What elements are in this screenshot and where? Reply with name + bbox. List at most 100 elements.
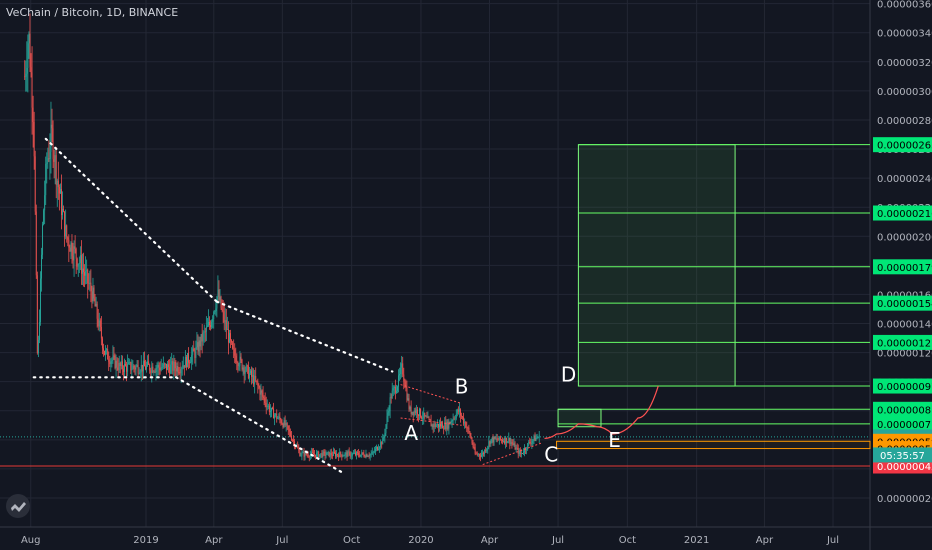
candle-body	[208, 321, 209, 326]
candle-body	[89, 282, 91, 284]
candle-body	[136, 365, 138, 367]
candle-body	[297, 446, 299, 449]
candles	[24, 13, 540, 462]
candle-body	[301, 452, 303, 456]
candle-body	[178, 372, 180, 374]
candle-body	[386, 416, 388, 425]
candle-body	[74, 246, 76, 249]
candle-body	[368, 456, 370, 457]
candle-body	[528, 441, 530, 444]
price-tag-bg	[873, 401, 932, 417]
candle-body	[474, 447, 476, 454]
candle-body	[284, 420, 286, 426]
candle-body	[339, 452, 341, 458]
candle-body	[29, 33, 31, 68]
x-tick-label: Oct	[343, 535, 360, 546]
candle-body	[129, 362, 131, 363]
candle-body	[423, 412, 425, 419]
candle-body	[92, 287, 94, 302]
candle-body	[58, 187, 60, 194]
candle-body	[24, 76, 26, 78]
x-tick-label: Oct	[619, 535, 636, 546]
candle-body	[37, 339, 39, 353]
candle-body	[292, 439, 293, 441]
candle-body	[477, 454, 479, 456]
candle-body	[422, 418, 424, 419]
chart-title: VeChain / Bitcoin, 1D, BINANCE	[6, 6, 179, 19]
candle-body	[44, 195, 46, 211]
candle-body	[289, 431, 291, 437]
candle-body	[282, 424, 284, 427]
candle-body	[491, 437, 493, 440]
candle-body	[161, 367, 163, 368]
candle-body	[404, 381, 406, 388]
candle-body	[505, 437, 507, 444]
candle-body	[170, 364, 172, 374]
trend-line[interactable]	[175, 376, 343, 473]
target-box[interactable]	[577, 144, 736, 387]
candle-body	[69, 247, 71, 252]
x-tick-label: Jul	[551, 535, 564, 546]
candle-body	[120, 361, 122, 367]
tradingview-logo[interactable]	[6, 494, 30, 518]
candle-body	[239, 356, 241, 366]
candle-body	[142, 360, 144, 372]
wave-label-c: C	[544, 443, 558, 467]
grid	[0, 0, 870, 527]
projection-path[interactable]	[544, 385, 659, 439]
trend-line[interactable]	[44, 137, 218, 303]
candle-body	[203, 331, 205, 333]
candle-body	[200, 334, 202, 347]
candle-body	[538, 434, 540, 438]
candle-body	[432, 424, 434, 428]
candle-body	[360, 454, 362, 457]
candle-body	[101, 338, 103, 349]
y-tick-label: 0.00000320	[877, 58, 932, 69]
candle-body	[363, 453, 365, 457]
candle-body	[497, 439, 499, 441]
d-box[interactable]	[557, 408, 602, 428]
price-tag-label: 0.00000263	[877, 141, 932, 152]
candle-body	[342, 455, 344, 457]
trend-line[interactable]	[215, 300, 394, 373]
candle-body	[155, 368, 157, 373]
candle-body	[318, 451, 320, 457]
candle-body	[158, 364, 160, 368]
price-tag-bg	[873, 334, 932, 350]
candle-body	[504, 441, 506, 444]
candle-body	[326, 452, 328, 455]
candle-body	[356, 452, 357, 456]
candle-body	[507, 441, 509, 443]
candle-body	[493, 436, 495, 443]
candle-body	[310, 451, 312, 455]
candle-body	[419, 408, 420, 416]
candle-body	[319, 454, 321, 457]
candle-body	[372, 451, 374, 453]
candle-body	[418, 414, 419, 416]
candle-body	[61, 189, 62, 216]
candle-body	[202, 332, 204, 342]
candle-body	[82, 268, 83, 274]
candle-body	[456, 409, 458, 414]
x-tick-label: Jul	[275, 535, 288, 546]
candle-body	[358, 452, 360, 456]
candle-body	[68, 239, 70, 248]
candle-body	[307, 454, 309, 457]
candle-body	[128, 362, 130, 364]
candle-body	[210, 325, 212, 328]
candle-body	[534, 435, 536, 441]
y-tick-label: 0.00000340	[877, 29, 932, 40]
candle-body	[177, 365, 179, 373]
candle-body	[465, 422, 467, 428]
candle-body	[395, 390, 397, 393]
candle-body	[471, 438, 473, 443]
candle-body	[46, 162, 48, 164]
candle-body	[65, 225, 67, 237]
candle-body	[496, 438, 498, 440]
candle-body	[277, 418, 279, 419]
candle-body	[401, 363, 403, 368]
candle-body	[335, 452, 336, 457]
candle-body	[530, 442, 532, 444]
candle-body	[511, 442, 513, 444]
